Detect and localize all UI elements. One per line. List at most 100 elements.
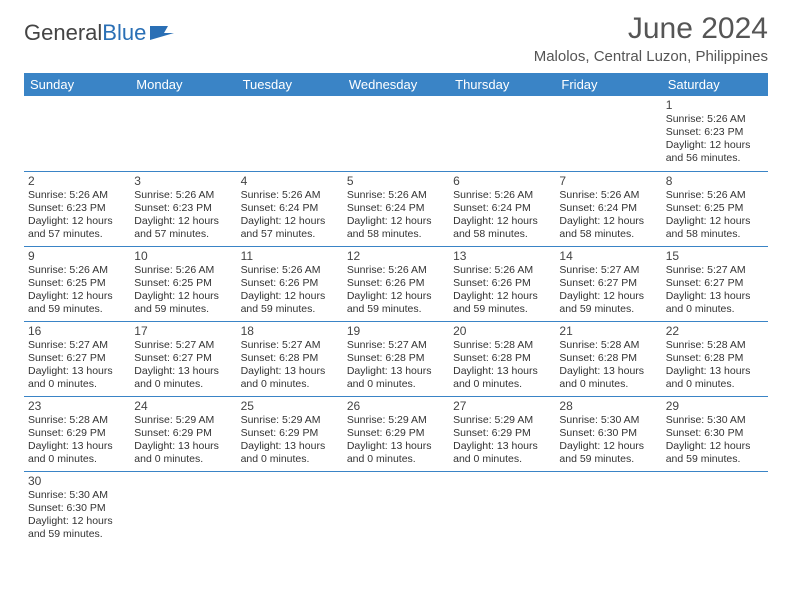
calendar-cell xyxy=(343,96,449,171)
day-info: Sunrise: 5:26 AMSunset: 6:23 PMDaylight:… xyxy=(666,113,764,166)
day-info: Sunrise: 5:26 AMSunset: 6:23 PMDaylight:… xyxy=(28,189,126,242)
day-header: Thursday xyxy=(449,73,555,96)
day-info: Sunrise: 5:28 AMSunset: 6:29 PMDaylight:… xyxy=(28,414,126,467)
day-info: Sunrise: 5:26 AMSunset: 6:23 PMDaylight:… xyxy=(134,189,232,242)
day-number: 3 xyxy=(134,174,232,188)
day-info: Sunrise: 5:29 AMSunset: 6:29 PMDaylight:… xyxy=(241,414,339,467)
day-number: 24 xyxy=(134,399,232,413)
day-number: 5 xyxy=(347,174,445,188)
day-info: Sunrise: 5:27 AMSunset: 6:27 PMDaylight:… xyxy=(134,339,232,392)
day-info: Sunrise: 5:27 AMSunset: 6:28 PMDaylight:… xyxy=(241,339,339,392)
day-info: Sunrise: 5:29 AMSunset: 6:29 PMDaylight:… xyxy=(134,414,232,467)
day-number: 6 xyxy=(453,174,551,188)
calendar-cell xyxy=(555,96,661,171)
calendar-cell xyxy=(130,471,236,546)
day-number: 21 xyxy=(559,324,657,338)
day-number: 13 xyxy=(453,249,551,263)
calendar-cell: 1Sunrise: 5:26 AMSunset: 6:23 PMDaylight… xyxy=(662,96,768,171)
day-number: 17 xyxy=(134,324,232,338)
calendar-cell: 24Sunrise: 5:29 AMSunset: 6:29 PMDayligh… xyxy=(130,396,236,471)
calendar-cell: 27Sunrise: 5:29 AMSunset: 6:29 PMDayligh… xyxy=(449,396,555,471)
calendar-cell: 20Sunrise: 5:28 AMSunset: 6:28 PMDayligh… xyxy=(449,321,555,396)
day-number: 4 xyxy=(241,174,339,188)
month-title: June 2024 xyxy=(534,12,768,46)
day-number: 11 xyxy=(241,249,339,263)
calendar-cell: 11Sunrise: 5:26 AMSunset: 6:26 PMDayligh… xyxy=(237,246,343,321)
calendar-cell: 29Sunrise: 5:30 AMSunset: 6:30 PMDayligh… xyxy=(662,396,768,471)
day-number: 1 xyxy=(666,98,764,112)
day-info: Sunrise: 5:27 AMSunset: 6:28 PMDaylight:… xyxy=(347,339,445,392)
title-block: June 2024 Malolos, Central Luzon, Philip… xyxy=(534,12,768,65)
calendar-head: SundayMondayTuesdayWednesdayThursdayFrid… xyxy=(24,73,768,96)
calendar-cell: 22Sunrise: 5:28 AMSunset: 6:28 PMDayligh… xyxy=(662,321,768,396)
day-info: Sunrise: 5:27 AMSunset: 6:27 PMDaylight:… xyxy=(559,264,657,317)
calendar-cell: 5Sunrise: 5:26 AMSunset: 6:24 PMDaylight… xyxy=(343,171,449,246)
day-info: Sunrise: 5:28 AMSunset: 6:28 PMDaylight:… xyxy=(559,339,657,392)
day-number: 30 xyxy=(28,474,126,488)
calendar-cell xyxy=(449,471,555,546)
calendar-cell: 18Sunrise: 5:27 AMSunset: 6:28 PMDayligh… xyxy=(237,321,343,396)
day-info: Sunrise: 5:26 AMSunset: 6:26 PMDaylight:… xyxy=(241,264,339,317)
calendar-table: SundayMondayTuesdayWednesdayThursdayFrid… xyxy=(24,73,768,546)
calendar-body: 1Sunrise: 5:26 AMSunset: 6:23 PMDaylight… xyxy=(24,96,768,546)
calendar-cell: 30Sunrise: 5:30 AMSunset: 6:30 PMDayligh… xyxy=(24,471,130,546)
calendar-cell xyxy=(237,96,343,171)
day-header: Wednesday xyxy=(343,73,449,96)
calendar-cell: 28Sunrise: 5:30 AMSunset: 6:30 PMDayligh… xyxy=(555,396,661,471)
day-info: Sunrise: 5:28 AMSunset: 6:28 PMDaylight:… xyxy=(666,339,764,392)
day-info: Sunrise: 5:26 AMSunset: 6:25 PMDaylight:… xyxy=(666,189,764,242)
calendar-cell: 9Sunrise: 5:26 AMSunset: 6:25 PMDaylight… xyxy=(24,246,130,321)
day-number: 29 xyxy=(666,399,764,413)
day-header: Saturday xyxy=(662,73,768,96)
day-number: 8 xyxy=(666,174,764,188)
day-number: 26 xyxy=(347,399,445,413)
day-info: Sunrise: 5:26 AMSunset: 6:24 PMDaylight:… xyxy=(559,189,657,242)
day-info: Sunrise: 5:26 AMSunset: 6:24 PMDaylight:… xyxy=(241,189,339,242)
day-number: 27 xyxy=(453,399,551,413)
calendar-cell: 14Sunrise: 5:27 AMSunset: 6:27 PMDayligh… xyxy=(555,246,661,321)
header-row: GeneralBlue June 2024 Malolos, Central L… xyxy=(24,12,768,65)
day-info: Sunrise: 5:27 AMSunset: 6:27 PMDaylight:… xyxy=(666,264,764,317)
day-number: 28 xyxy=(559,399,657,413)
calendar-cell xyxy=(449,96,555,171)
calendar-cell: 4Sunrise: 5:26 AMSunset: 6:24 PMDaylight… xyxy=(237,171,343,246)
day-number: 7 xyxy=(559,174,657,188)
day-info: Sunrise: 5:26 AMSunset: 6:26 PMDaylight:… xyxy=(347,264,445,317)
day-info: Sunrise: 5:27 AMSunset: 6:27 PMDaylight:… xyxy=(28,339,126,392)
calendar-cell: 12Sunrise: 5:26 AMSunset: 6:26 PMDayligh… xyxy=(343,246,449,321)
calendar-cell xyxy=(343,471,449,546)
logo: GeneralBlue xyxy=(24,12,176,46)
day-info: Sunrise: 5:26 AMSunset: 6:25 PMDaylight:… xyxy=(28,264,126,317)
day-header: Monday xyxy=(130,73,236,96)
calendar-cell: 19Sunrise: 5:27 AMSunset: 6:28 PMDayligh… xyxy=(343,321,449,396)
day-number: 12 xyxy=(347,249,445,263)
day-info: Sunrise: 5:26 AMSunset: 6:24 PMDaylight:… xyxy=(453,189,551,242)
day-number: 2 xyxy=(28,174,126,188)
day-info: Sunrise: 5:30 AMSunset: 6:30 PMDaylight:… xyxy=(559,414,657,467)
calendar-cell: 13Sunrise: 5:26 AMSunset: 6:26 PMDayligh… xyxy=(449,246,555,321)
calendar-cell: 6Sunrise: 5:26 AMSunset: 6:24 PMDaylight… xyxy=(449,171,555,246)
calendar-cell: 10Sunrise: 5:26 AMSunset: 6:25 PMDayligh… xyxy=(130,246,236,321)
calendar-cell: 15Sunrise: 5:27 AMSunset: 6:27 PMDayligh… xyxy=(662,246,768,321)
day-number: 10 xyxy=(134,249,232,263)
day-number: 20 xyxy=(453,324,551,338)
flag-icon xyxy=(150,24,176,42)
calendar-cell: 23Sunrise: 5:28 AMSunset: 6:29 PMDayligh… xyxy=(24,396,130,471)
day-number: 16 xyxy=(28,324,126,338)
day-header: Tuesday xyxy=(237,73,343,96)
day-info: Sunrise: 5:26 AMSunset: 6:24 PMDaylight:… xyxy=(347,189,445,242)
calendar-cell: 25Sunrise: 5:29 AMSunset: 6:29 PMDayligh… xyxy=(237,396,343,471)
calendar-cell: 7Sunrise: 5:26 AMSunset: 6:24 PMDaylight… xyxy=(555,171,661,246)
calendar-cell: 17Sunrise: 5:27 AMSunset: 6:27 PMDayligh… xyxy=(130,321,236,396)
day-header: Sunday xyxy=(24,73,130,96)
day-info: Sunrise: 5:29 AMSunset: 6:29 PMDaylight:… xyxy=(453,414,551,467)
logo-text-general: General xyxy=(24,20,102,46)
day-number: 15 xyxy=(666,249,764,263)
day-header: Friday xyxy=(555,73,661,96)
calendar-cell: 21Sunrise: 5:28 AMSunset: 6:28 PMDayligh… xyxy=(555,321,661,396)
calendar-cell xyxy=(130,96,236,171)
calendar-cell: 16Sunrise: 5:27 AMSunset: 6:27 PMDayligh… xyxy=(24,321,130,396)
day-number: 9 xyxy=(28,249,126,263)
logo-text-blue: Blue xyxy=(102,20,146,46)
day-number: 14 xyxy=(559,249,657,263)
